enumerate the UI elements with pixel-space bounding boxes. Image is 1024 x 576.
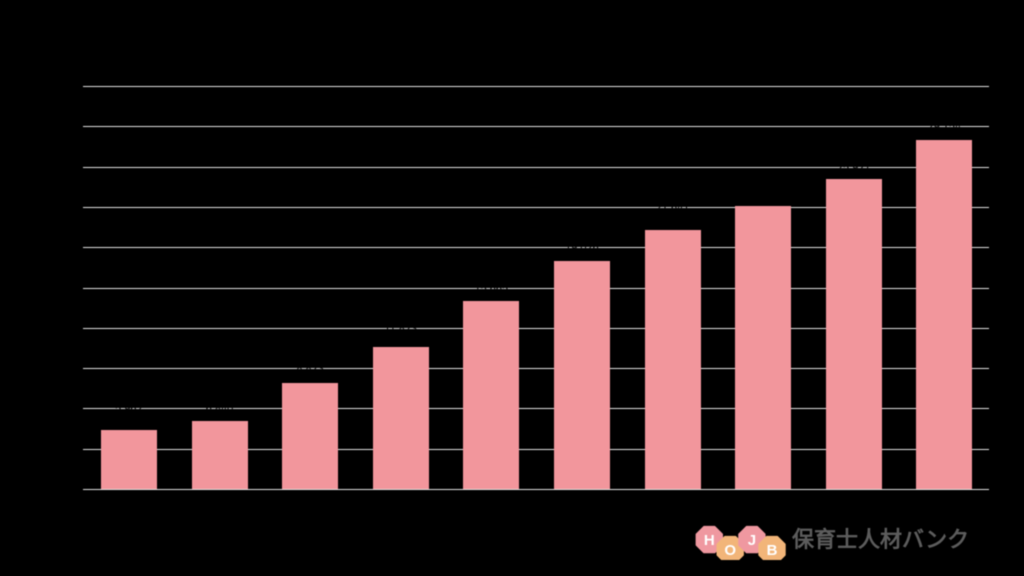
svg-text:O: O — [724, 542, 736, 559]
svg-text:保育士人材バンク: 保育士人材バンク — [791, 527, 969, 552]
svg-text:B: B — [767, 542, 778, 559]
svg-text:J: J — [748, 532, 756, 549]
svg-text:H: H — [704, 532, 715, 549]
